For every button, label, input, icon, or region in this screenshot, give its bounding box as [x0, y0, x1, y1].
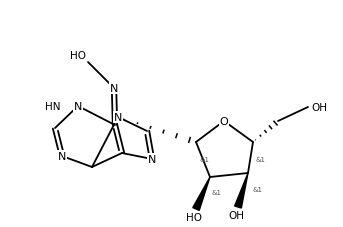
Text: N: N: [110, 84, 118, 94]
Text: &1: &1: [200, 156, 210, 162]
Text: OH: OH: [311, 103, 327, 113]
Polygon shape: [235, 173, 248, 208]
Text: &1: &1: [212, 189, 222, 195]
Text: HO: HO: [70, 51, 86, 61]
Text: N: N: [148, 154, 156, 164]
Text: OH: OH: [228, 210, 244, 220]
Text: N: N: [74, 101, 82, 111]
Text: &1: &1: [253, 186, 263, 192]
Text: N: N: [114, 113, 122, 122]
Text: HN: HN: [45, 101, 60, 111]
Text: N: N: [58, 151, 66, 161]
Text: &1: &1: [256, 156, 266, 162]
Text: O: O: [220, 116, 228, 126]
Polygon shape: [193, 177, 210, 210]
Text: HO: HO: [186, 212, 202, 222]
